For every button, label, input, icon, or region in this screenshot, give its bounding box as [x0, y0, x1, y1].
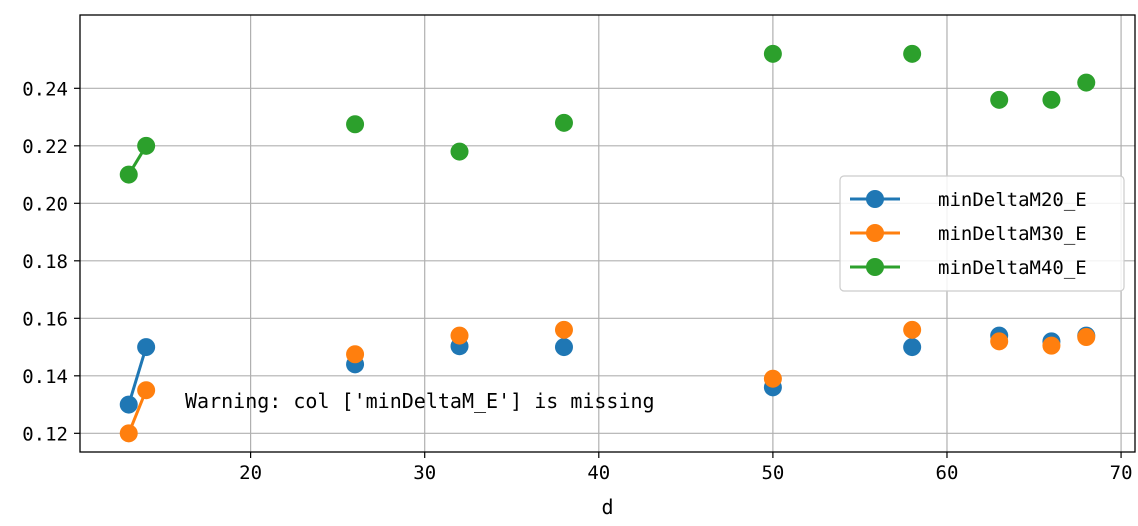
data-point	[1077, 73, 1096, 92]
data-point	[1077, 328, 1096, 346]
x-tick-label: 40	[587, 462, 610, 484]
data-point	[763, 44, 782, 63]
data-point	[990, 90, 1009, 109]
data-point	[1042, 90, 1061, 109]
series-line-segment	[127, 346, 148, 405]
y-axis-ticks: 0.12 0.14 0.16 0.18 0.20 0.22 0.24	[22, 78, 80, 445]
data-point	[137, 136, 156, 155]
data-point	[554, 338, 573, 357]
data-point	[119, 165, 138, 184]
data-point	[137, 381, 156, 400]
legend-label: minDeltaM30_E	[938, 223, 1087, 245]
data-point	[903, 338, 922, 357]
legend-item: minDeltaM40_E	[850, 257, 1087, 279]
series-minDeltaM40_E	[119, 44, 1096, 184]
legend-label: minDeltaM20_E	[938, 189, 1087, 211]
data-point	[554, 113, 573, 132]
x-tick-label: 60	[936, 462, 959, 484]
legend-marker	[866, 190, 884, 208]
data-point	[1042, 336, 1061, 355]
data-point	[450, 142, 469, 161]
x-axis-ticks: 20 30 40 50 60 70	[239, 452, 1133, 484]
y-tick-label: 0.12	[22, 423, 68, 445]
data-point	[763, 369, 782, 388]
series-layer	[119, 44, 1096, 443]
y-tick-label: 0.24	[22, 78, 68, 100]
x-tick-label: 70	[1110, 462, 1133, 484]
data-point	[903, 320, 922, 339]
x-tick-label: 30	[413, 462, 436, 484]
data-point	[903, 44, 922, 63]
y-tick-label: 0.22	[22, 136, 68, 158]
data-point	[990, 332, 1009, 351]
y-tick-label: 0.14	[22, 366, 68, 388]
data-point	[137, 338, 156, 357]
legend: minDeltaM20_E minDeltaM30_E minDeltaM40_E	[839, 175, 1125, 292]
y-tick-label: 0.20	[22, 193, 68, 215]
series-minDeltaM30_E	[119, 320, 1096, 443]
legend-item: minDeltaM30_E	[850, 223, 1087, 245]
x-axis-label: d	[601, 495, 613, 519]
x-tick-label: 50	[761, 462, 784, 484]
legend-label: minDeltaM40_E	[938, 257, 1087, 279]
legend-marker	[866, 224, 884, 242]
data-point	[554, 320, 573, 339]
data-point	[119, 424, 138, 443]
x-tick-label: 20	[239, 462, 262, 484]
data-point	[119, 395, 138, 414]
data-point	[450, 326, 469, 345]
y-tick-label: 0.18	[22, 251, 68, 273]
legend-item: minDeltaM20_E	[850, 189, 1087, 211]
data-point	[346, 115, 365, 134]
legend-marker	[866, 258, 884, 276]
data-point	[346, 345, 365, 364]
legend-box	[839, 175, 1125, 292]
warning-annotation: Warning: col ['minDeltaM_E'] is missing	[185, 389, 655, 413]
plot-frame	[79, 14, 1136, 453]
y-tick-label: 0.16	[22, 308, 68, 330]
